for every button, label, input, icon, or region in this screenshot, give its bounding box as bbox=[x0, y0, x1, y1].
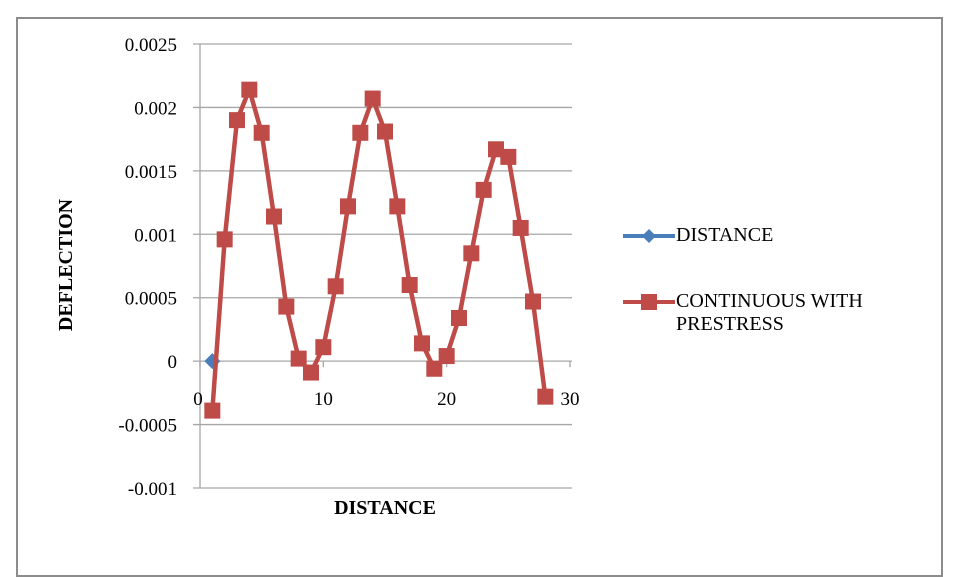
square-marker-icon bbox=[315, 339, 332, 356]
legend-label-continuous-with-prestress: CONTINUOUS WITH PRESTRESS bbox=[676, 288, 863, 336]
y-axis-title: DEFLECTION bbox=[55, 198, 77, 331]
square-marker-icon bbox=[204, 402, 221, 419]
legend-label-line2: PRESTRESS bbox=[676, 313, 784, 335]
gridlines bbox=[193, 43, 572, 489]
legend-label-line1: CONTINUOUS WITH bbox=[676, 290, 863, 312]
y-tick-label: 0.0015 bbox=[125, 162, 177, 183]
square-marker-icon bbox=[216, 231, 233, 248]
chart-plot: -0.001 -0.0005 0 0.0005 0.001 0.0015 0.002 0.00… bbox=[55, 35, 580, 519]
square-marker-icon bbox=[389, 198, 406, 215]
chart-frame bbox=[16, 17, 943, 577]
square-marker-icon bbox=[352, 124, 369, 141]
y-tick-label: 0.0005 bbox=[125, 289, 177, 310]
square-marker-icon bbox=[525, 293, 541, 310]
x-axis: 0 10 20 30 bbox=[193, 361, 580, 410]
x-axis-title: DISTANCE bbox=[334, 497, 436, 519]
diamond-marker-icon bbox=[620, 222, 676, 250]
square-marker-icon bbox=[364, 90, 381, 107]
square-marker-icon bbox=[414, 335, 430, 352]
square-marker-icon bbox=[537, 388, 554, 405]
x-tick-label: 10 bbox=[314, 389, 333, 410]
legend-item-continuous-with-prestress: CONTINUOUS WITH PRESTRESS bbox=[620, 288, 950, 336]
square-marker-icon bbox=[241, 81, 258, 98]
square-marker-icon bbox=[401, 277, 418, 294]
square-marker-icon bbox=[451, 310, 467, 327]
square-marker-icon bbox=[278, 298, 295, 315]
square-marker-icon bbox=[377, 123, 393, 140]
y-tick-label: 0 bbox=[168, 352, 178, 373]
square-marker-icon bbox=[253, 124, 270, 141]
square-marker-icon bbox=[512, 219, 529, 236]
y-tick-label: 0.002 bbox=[134, 98, 177, 119]
y-tick-label: 0.001 bbox=[134, 225, 177, 246]
square-marker-icon bbox=[438, 348, 455, 365]
square-marker-icon bbox=[340, 198, 356, 215]
square-marker-icon bbox=[426, 360, 443, 377]
square-marker-icon bbox=[620, 288, 676, 316]
square-marker-icon bbox=[303, 364, 319, 381]
y-axis: -0.001 -0.0005 0 0.0005 0.001 0.0015 0.002 0.00… bbox=[118, 35, 201, 500]
square-marker-icon bbox=[500, 148, 517, 165]
x-tick-label: 0 bbox=[193, 389, 203, 410]
series-layer bbox=[204, 81, 554, 419]
y-tick-label: -0.001 bbox=[128, 479, 177, 500]
square-marker-icon bbox=[290, 350, 307, 367]
square-marker-icon bbox=[488, 141, 504, 158]
square-marker-icon bbox=[475, 181, 492, 198]
legend-label-distance: DISTANCE bbox=[676, 224, 774, 246]
y-tick-label: -0.0005 bbox=[118, 416, 177, 437]
x-tick-label: 30 bbox=[561, 389, 580, 410]
square-marker-icon bbox=[229, 112, 245, 129]
square-marker-icon bbox=[327, 278, 344, 295]
legend-item-distance: DISTANCE bbox=[620, 222, 950, 250]
square-marker-icon bbox=[463, 245, 480, 262]
legend: DISTANCE CONTINUOUS WITH PRESTRESS bbox=[620, 222, 950, 374]
x-tick-label: 20 bbox=[437, 389, 456, 410]
y-tick-label: 0.0025 bbox=[125, 35, 177, 56]
square-marker-icon bbox=[266, 208, 282, 225]
